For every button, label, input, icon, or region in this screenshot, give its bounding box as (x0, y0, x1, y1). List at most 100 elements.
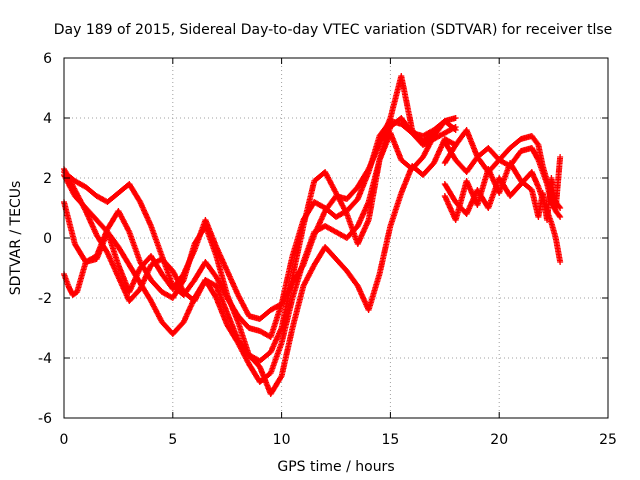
y-tick-label: 6 (43, 51, 52, 67)
data-point-markers (104, 250, 121, 279)
data-point-markers (71, 241, 88, 264)
data-point-markers (267, 302, 285, 340)
data-point-markers (300, 233, 317, 268)
data-point-markers (278, 281, 295, 307)
series-5 (61, 73, 437, 322)
data-point-markers (148, 223, 165, 258)
data-point-markers (463, 155, 480, 175)
data-point-markers (115, 262, 132, 294)
data-point-markers (354, 167, 371, 190)
data-point-markers (69, 289, 79, 298)
data-point-markers (300, 263, 317, 289)
y-tick-label: -2 (38, 291, 52, 307)
data-point-markers (191, 218, 208, 253)
data-point-markers (528, 169, 541, 189)
series-2 (61, 118, 459, 385)
data-point-markers (376, 125, 393, 163)
data-point-markers (61, 199, 78, 246)
data-point-markers (289, 263, 306, 286)
data-point-markers (289, 284, 306, 331)
data-point-markers (158, 271, 175, 291)
series-9 (441, 154, 564, 223)
data-point-markers (169, 272, 186, 292)
data-point-markers (365, 143, 382, 172)
data-point-markers (224, 292, 241, 324)
y-tick-label: 4 (43, 111, 52, 127)
data-point-markers (148, 298, 165, 324)
data-point-markers (82, 208, 99, 237)
data-point-markers (115, 244, 132, 267)
data-point-markers (93, 230, 110, 262)
data-point-markers (496, 146, 513, 163)
y-tick-label: -4 (38, 351, 52, 367)
data-point-markers (289, 224, 306, 280)
data-point-markers (552, 155, 563, 211)
x-tick-label: 20 (490, 432, 508, 448)
data-point-marker (557, 259, 564, 265)
data-point-markers (256, 364, 274, 396)
data-point-markers (180, 248, 197, 277)
data-point-markers (267, 301, 284, 313)
data-point-markers (441, 143, 458, 166)
data-point-markers (311, 209, 328, 238)
data-point-markers (191, 278, 208, 304)
data-point-markers (71, 187, 88, 213)
data-point-markers (430, 130, 447, 142)
data-point-marker (557, 154, 564, 160)
data-point-markers (191, 260, 208, 283)
data-point-markers (518, 178, 534, 192)
y-tick-label: 0 (43, 231, 52, 247)
data-point-markers (420, 131, 436, 145)
data-point-markers (267, 326, 284, 355)
data-point-markers (409, 127, 426, 144)
data-point-markers (311, 245, 328, 268)
data-point-markers (213, 253, 230, 297)
data-point-markers (528, 133, 541, 147)
data-point-markers (137, 263, 154, 292)
series-4 (61, 115, 459, 364)
data-point-markers (235, 292, 252, 318)
data-point-markers (126, 266, 143, 295)
data-point-markers (137, 199, 154, 228)
data-point-markers (485, 145, 502, 162)
data-point-markers (507, 182, 523, 199)
data-point-markers (322, 244, 338, 261)
data-point-markers (126, 287, 143, 304)
data-point-markers (420, 127, 436, 139)
data-point-markers (278, 326, 296, 379)
data-point-markers (213, 283, 230, 315)
data-point-markers (74, 260, 89, 295)
data-point-markers (322, 223, 338, 235)
data-point-markers (539, 163, 550, 183)
x-tick-label: 0 (60, 432, 69, 448)
data-point-markers (137, 254, 154, 271)
data-point-marker (452, 124, 459, 130)
data-point-markers (322, 194, 339, 214)
y-axis-label: SDTVAR / TECUs (8, 181, 24, 296)
axes: 0 5 10 15 20 25 -6 -4 -2 0 2 4 6 (38, 51, 617, 448)
data-point-markers (387, 191, 404, 229)
data-point-markers (474, 167, 491, 208)
y-tick-label: 2 (43, 171, 52, 187)
data-point-markers (158, 319, 175, 336)
data-point-markers (300, 179, 317, 229)
data-point-markers (256, 328, 273, 340)
data-point-markers (333, 256, 349, 273)
data-point-markers (354, 218, 371, 247)
data-point-marker (430, 130, 437, 136)
data-point-markers (441, 181, 458, 204)
y-tick-label: -6 (38, 411, 52, 427)
data-point-markers (507, 137, 523, 151)
data-point-markers (126, 229, 143, 264)
data-point-markers (365, 158, 383, 223)
data-point-markers (213, 295, 230, 327)
data-point-markers (71, 178, 88, 190)
data-point-markers (548, 220, 559, 240)
data-point-markers (267, 374, 284, 397)
data-point-markers (224, 268, 241, 297)
data-point-markers (365, 272, 383, 313)
x-tick-label: 10 (273, 432, 291, 448)
x-axis-label: GPS time / hours (277, 459, 394, 475)
data-point-markers (126, 181, 143, 204)
data-point-markers (213, 244, 230, 273)
